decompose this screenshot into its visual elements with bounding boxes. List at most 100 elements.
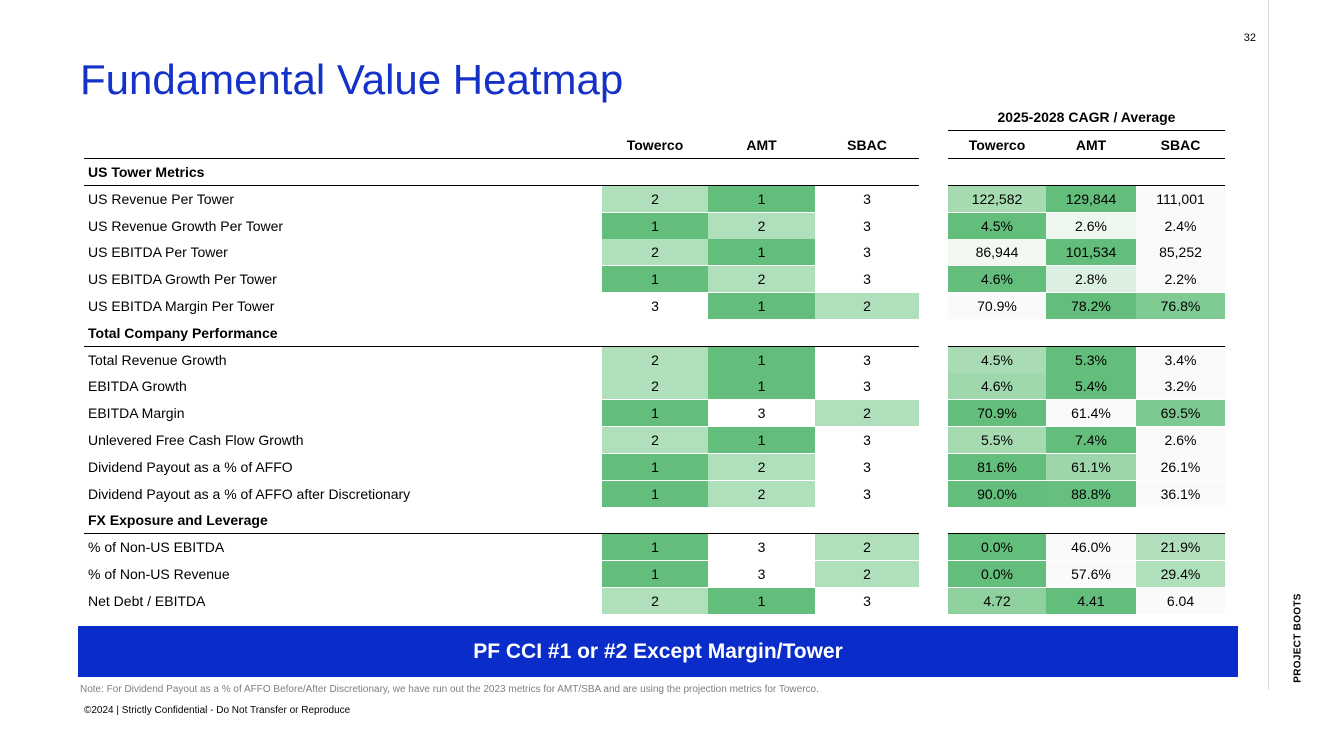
row-label: US EBITDA Margin Per Tower: [88, 298, 275, 314]
cagr-header: 2025-2028 CAGR / Average: [997, 109, 1176, 125]
rank-cell: 1: [708, 293, 815, 319]
row-label: US EBITDA Per Tower: [88, 244, 228, 260]
rank-cell: 3: [708, 400, 815, 426]
rank-cell: 3: [815, 347, 919, 373]
value-cell: 57.6%: [1046, 561, 1136, 587]
rank-cell: 2: [708, 454, 815, 480]
rank-cell: 2: [815, 400, 919, 426]
rank-cell: 1: [602, 534, 708, 560]
value-cell: 70.9%: [948, 400, 1046, 426]
rank-cell: 2: [815, 293, 919, 319]
value-cell: 36.1%: [1136, 481, 1225, 507]
value-cell: 46.0%: [1046, 534, 1136, 560]
rank-column-header-towerco: Towerco: [626, 137, 684, 153]
rank-cell: 1: [708, 427, 815, 453]
value-cell: 5.3%: [1046, 347, 1136, 373]
value-cell: 4.6%: [948, 266, 1046, 292]
rank-cell: 3: [815, 213, 919, 239]
value-cell: 0.0%: [948, 561, 1046, 587]
row-label: US Revenue Growth Per Tower: [88, 218, 284, 234]
value-cell: 70.9%: [948, 293, 1046, 319]
value-cell: 90.0%: [948, 481, 1046, 507]
rank-cell: 3: [815, 588, 919, 614]
rank-cell: 1: [602, 561, 708, 587]
value-cell: 4.41: [1046, 588, 1136, 614]
confidential-footer: ©2024 | Strictly Confidential - Do Not T…: [84, 705, 351, 716]
row-label: US Revenue Per Tower: [88, 191, 235, 207]
rank-cell: 2: [708, 481, 815, 507]
rank-cell: 3: [815, 427, 919, 453]
value-cell: 29.4%: [1136, 561, 1225, 587]
rank-cell: 3: [708, 561, 815, 587]
value-cell: 6.04: [1136, 588, 1225, 614]
page-title: Fundamental Value Heatmap: [80, 56, 624, 103]
rank-cell: 2: [708, 266, 815, 292]
row-label: EBITDA Growth: [88, 378, 187, 394]
value-cell: 88.8%: [1046, 481, 1136, 507]
row-label: Unlevered Free Cash Flow Growth: [88, 432, 304, 448]
value-cell: 61.1%: [1046, 454, 1136, 480]
value-cell: 4.72: [948, 588, 1046, 614]
value-cell: 2.6%: [1046, 213, 1136, 239]
rank-cell: 3: [815, 239, 919, 265]
table-rule: [84, 158, 919, 159]
page-number: 32: [1243, 32, 1256, 44]
rank-cell: 1: [708, 186, 815, 212]
row-label: Net Debt / EBITDA: [88, 593, 206, 609]
row-label: Dividend Payout as a % of AFFO after Dis…: [88, 486, 411, 502]
rank-cell: 2: [602, 186, 708, 212]
value-cell: 4.6%: [948, 373, 1046, 399]
value-cell: 5.5%: [948, 427, 1046, 453]
rank-cell: 3: [602, 293, 708, 319]
value-cell: 2.4%: [1136, 213, 1225, 239]
value-column-header-sbac: SBAC: [1160, 137, 1201, 153]
row-label: EBITDA Margin: [88, 405, 185, 421]
value-cell: 129,844: [1046, 186, 1136, 212]
rank-cell: 2: [602, 588, 708, 614]
table-rule: [84, 346, 919, 347]
value-cell: 2.2%: [1136, 266, 1225, 292]
rank-cell: 1: [602, 454, 708, 480]
value-cell: 61.4%: [1046, 400, 1136, 426]
table-rule: [84, 185, 919, 186]
project-label: PROJECT BOOTS: [1292, 593, 1304, 683]
rank-cell: 1: [708, 347, 815, 373]
rank-cell: 3: [815, 373, 919, 399]
value-cell: 122,582: [948, 186, 1046, 212]
rank-cell: 2: [602, 239, 708, 265]
table-rule: [948, 185, 1225, 186]
rank-column-header-amt: AMT: [746, 137, 777, 153]
rank-cell: 1: [602, 400, 708, 426]
value-cell: 5.4%: [1046, 373, 1136, 399]
value-cell: 2.6%: [1136, 427, 1225, 453]
rank-cell: 3: [815, 454, 919, 480]
rank-cell: 2: [815, 561, 919, 587]
side-divider: [1268, 0, 1269, 690]
value-cell: 78.2%: [1046, 293, 1136, 319]
section-header: US Tower Metrics: [88, 164, 205, 180]
rank-cell: 2: [815, 534, 919, 560]
rank-column-header-sbac: SBAC: [847, 137, 887, 153]
table-rule: [948, 533, 1225, 534]
rank-cell: 2: [602, 347, 708, 373]
rank-cell: 2: [602, 427, 708, 453]
rank-cell: 3: [815, 266, 919, 292]
value-cell: 26.1%: [1136, 454, 1225, 480]
rank-cell: 2: [708, 213, 815, 239]
value-cell: 76.8%: [1136, 293, 1225, 319]
value-cell: 81.6%: [948, 454, 1046, 480]
table-rule: [84, 533, 919, 534]
rank-cell: 2: [602, 373, 708, 399]
rank-cell: 3: [815, 481, 919, 507]
value-cell: 86,944: [948, 239, 1046, 265]
value-cell: 4.5%: [948, 347, 1046, 373]
row-label: Total Revenue Growth: [88, 352, 227, 368]
value-cell: 101,534: [1046, 239, 1136, 265]
rank-cell: 1: [602, 481, 708, 507]
rank-cell: 3: [815, 186, 919, 212]
value-column-header-towerco: Towerco: [968, 137, 1026, 153]
rank-cell: 1: [602, 266, 708, 292]
rank-cell: 3: [708, 534, 815, 560]
row-label: US EBITDA Growth Per Tower: [88, 271, 277, 287]
table-rule: [948, 346, 1225, 347]
